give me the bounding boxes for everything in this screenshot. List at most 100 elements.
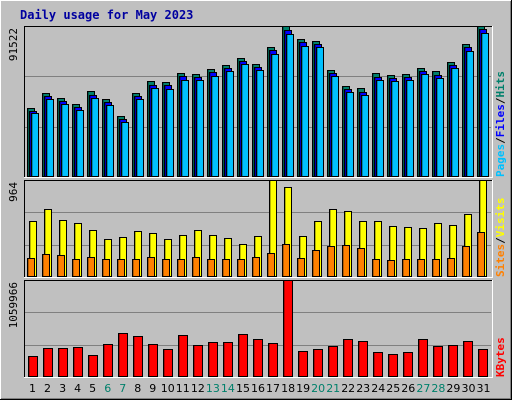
bar-pages-day-8 (136, 99, 144, 177)
day-label-10: 10 (161, 382, 175, 395)
bar-kbytes-day-20 (313, 349, 323, 377)
bar-pages-day-10 (166, 89, 174, 177)
bar-pages-day-13 (211, 76, 219, 177)
bar-sites-day-8 (132, 259, 140, 277)
panel-3: 1059966 KBytes (7, 280, 507, 378)
panel-2: 964 Sites/Visits (7, 180, 507, 278)
bar-sites-day-29 (447, 258, 455, 277)
day-label-23: 23 (356, 382, 370, 395)
bar-pages-day-2 (46, 99, 54, 177)
bar-pages-day-23 (361, 95, 369, 177)
bar-pages-day-15 (241, 64, 249, 177)
bar-sites-day-16 (252, 257, 260, 277)
bar-sites-day-19 (297, 258, 305, 277)
bar-pages-day-25 (391, 81, 399, 177)
bar-kbytes-day-17 (268, 343, 278, 377)
legend-sites: Sites (494, 244, 507, 277)
day-label-19: 19 (296, 382, 310, 395)
bar-pages-day-27 (421, 74, 429, 177)
y-max-label: 964 (7, 182, 20, 202)
day-label-1: 1 (29, 382, 36, 395)
day-label-31: 31 (477, 382, 491, 395)
bar-sites-day-7 (117, 259, 125, 277)
bar-pages-day-12 (196, 80, 204, 177)
bar-kbytes-day-23 (358, 341, 368, 377)
bar-kbytes-day-16 (253, 339, 263, 377)
bar-kbytes-day-31 (478, 349, 488, 377)
bar-kbytes-day-14 (223, 342, 233, 377)
bar-pages-day-4 (76, 110, 84, 177)
bar-sites-day-11 (177, 259, 185, 277)
bar-sites-day-30 (462, 246, 470, 277)
bar-pages-day-7 (121, 122, 129, 177)
day-label-26: 26 (401, 382, 415, 395)
bar-kbytes-day-21 (328, 346, 338, 377)
day-label-14: 14 (221, 382, 235, 395)
bar-sites-day-23 (357, 248, 365, 277)
day-label-22: 22 (341, 382, 355, 395)
bar-pages-day-29 (451, 68, 459, 177)
bar-kbytes-day-26 (403, 352, 413, 377)
chart-title: Daily usage for May 2023 (20, 8, 193, 22)
day-label-28: 28 (431, 382, 445, 395)
bar-sites-day-4 (72, 259, 80, 277)
bar-sites-day-24 (372, 259, 380, 277)
bar-kbytes-day-3 (58, 348, 68, 377)
bar-pages-day-19 (301, 46, 309, 177)
legend-separator: / (494, 237, 507, 244)
bar-sites-day-21 (327, 246, 335, 277)
day-label-25: 25 (386, 382, 400, 395)
bar-pages-day-1 (31, 113, 39, 177)
bar-sites-day-14 (222, 259, 230, 277)
bar-sites-day-9 (147, 257, 155, 277)
bar-sites-day-12 (192, 257, 200, 277)
bar-kbytes-day-30 (463, 341, 473, 377)
side-legend: Pages/Files/Hits (494, 71, 507, 177)
bar-pages-day-30 (466, 51, 474, 177)
bar-kbytes-day-29 (448, 345, 458, 377)
bar-kbytes-day-24 (373, 352, 383, 377)
day-label-5: 5 (89, 382, 96, 395)
day-label-20: 20 (311, 382, 325, 395)
chart-panels: 91522Pages/Files/Hits964Sites/Visits1059… (7, 26, 507, 378)
bar-sites-day-2 (42, 254, 50, 277)
bar-sites-day-10 (162, 259, 170, 277)
bar-kbytes-day-8 (133, 336, 143, 377)
bar-sites-day-25 (387, 260, 395, 277)
bar-pages-day-26 (406, 80, 414, 177)
y-max-label: 91522 (7, 28, 20, 61)
day-label-13: 13 (206, 382, 220, 395)
bar-pages-day-20 (316, 47, 324, 177)
bar-kbytes-day-18 (283, 280, 293, 377)
day-labels: 1 2 3 4 5 6 7 8 9 10 11 12 13 14 15 16 17 18 19 20 21 22 23 24 2… (29, 382, 491, 395)
bar-pages-day-16 (256, 70, 264, 177)
bar-pages-day-31 (481, 33, 489, 177)
bar-pages-day-28 (436, 78, 444, 177)
day-label-3: 3 (59, 382, 66, 395)
bar-kbytes-day-15 (238, 334, 248, 377)
side-legend: KBytes (494, 337, 507, 377)
bar-pages-day-24 (376, 80, 384, 177)
bar-pages-day-22 (346, 92, 354, 177)
bar-kbytes-day-19 (298, 351, 308, 377)
bar-kbytes-day-7 (118, 333, 128, 377)
legend-visits: Visits (494, 198, 507, 238)
bar-sites-day-5 (87, 257, 95, 277)
day-label-17: 17 (266, 382, 280, 395)
bar-kbytes-day-11 (178, 335, 188, 377)
bar-sites-day-6 (102, 259, 110, 277)
bar-sites-day-18 (282, 244, 290, 277)
day-label-27: 27 (416, 382, 430, 395)
bar-sites-day-15 (237, 259, 245, 277)
panel-1: 91522 Pages/Files/Hits (7, 26, 507, 178)
legend-separator: / (494, 137, 507, 144)
bar-sites-day-22 (342, 245, 350, 277)
day-label-11: 11 (176, 382, 190, 395)
bar-kbytes-day-1 (28, 356, 38, 377)
bar-kbytes-day-5 (88, 355, 98, 377)
day-label-30: 30 (462, 382, 476, 395)
bar-sites-day-27 (417, 259, 425, 277)
bar-kbytes-day-12 (193, 345, 203, 377)
bar-sites-day-17 (267, 253, 275, 277)
